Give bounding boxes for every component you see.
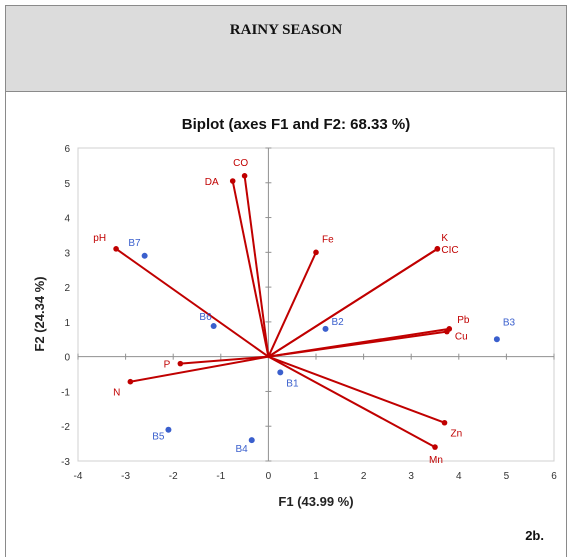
observation-point-b5	[165, 426, 172, 433]
variable-label-pb: Pb	[457, 315, 470, 326]
x-tick-label: 1	[313, 471, 319, 482]
variable-vector-end-zn	[441, 419, 448, 426]
observation-points: B1 B2 B3 B4 B5 B6 B7	[128, 238, 515, 455]
variable-vector-cu	[268, 330, 448, 358]
figure-panel: RAINY SEASON Biplot (axes F1 and F2: 68.…	[5, 5, 567, 557]
variable-label-fe: Fe	[322, 234, 334, 245]
observation-label-b4: B4	[236, 444, 249, 455]
x-tick-label: 3	[408, 471, 414, 482]
variable-label-k: K	[441, 233, 448, 244]
y-tick-label: 6	[64, 144, 70, 155]
observation-point-b2	[322, 325, 329, 332]
y-axis-label: F2 (24.34 %)	[32, 276, 47, 351]
x-tick-label: 4	[456, 471, 462, 482]
x-tick-label: 0	[266, 471, 272, 482]
observation-label-b5: B5	[152, 432, 165, 443]
figure-tag: 2b.	[525, 528, 544, 543]
panel-header: RAINY SEASON	[6, 6, 566, 92]
observation-label-b7: B7	[128, 238, 141, 249]
biplot-chart: Biplot (axes F1 and F2: 68.33 %) -4 -3 -2-…	[32, 116, 557, 509]
variable-vector-co	[243, 175, 270, 357]
y-tick-label: 0	[64, 353, 70, 364]
y-tick-label: 3	[64, 248, 70, 259]
observation-point-b1	[277, 369, 284, 376]
variable-vector-end-p	[177, 360, 184, 367]
variable-vector-p	[180, 355, 269, 365]
variable-vector-zn	[268, 355, 445, 424]
y-tick-label: -1	[61, 387, 70, 398]
x-tick-label: 2	[361, 471, 367, 482]
x-tick-label: -3	[121, 471, 130, 482]
variable-vector-end-n	[127, 378, 134, 385]
y-tick-label: -3	[61, 457, 70, 468]
x-tick-label: 6	[551, 471, 557, 482]
observation-point-b3	[493, 336, 500, 343]
y-tick-label: 4	[64, 214, 70, 225]
x-tick-label: -2	[169, 471, 178, 482]
variable-label-co: CO	[233, 158, 248, 169]
variable-vector-end-da	[229, 178, 236, 184]
observation-label-b6: B6	[199, 312, 212, 323]
x-tick-label: -4	[74, 471, 83, 482]
variable-label-cu: Cu	[455, 332, 468, 343]
variable-label-cic: CIC	[441, 245, 458, 256]
variable-vector-end-co	[241, 173, 248, 179]
variable-label-p: P	[164, 360, 171, 371]
variable-vector-ph	[115, 248, 269, 358]
observation-point-b6	[210, 323, 217, 330]
variable-vector-end-cic	[434, 246, 441, 252]
variable-label-ph: pH	[93, 233, 106, 244]
variable-label-zn: Zn	[451, 429, 463, 440]
variable-vector-n	[130, 355, 269, 383]
variable-vector-end-mn	[432, 444, 438, 450]
x-axis-label: F1 (43.99 %)	[278, 494, 353, 509]
axes-layer	[77, 147, 555, 462]
tick-labels: -4 -3 -2 -1 0 1 2 3 4 5 6 -3 -2 -1 0 1 2 3 4 5 6	[61, 144, 557, 482]
variable-label-da: DA	[205, 177, 219, 188]
variable-vector-end-cu	[444, 328, 450, 335]
x-tick-label: 5	[504, 471, 510, 482]
variable-vector-cic	[267, 248, 438, 358]
variable-vector-da	[231, 180, 270, 357]
observation-label-b3: B3	[503, 317, 516, 328]
variable-label-mn: Mn	[429, 455, 443, 466]
variable-label-n: N	[113, 388, 120, 399]
chart-title: Biplot (axes F1 and F2: 68.33 %)	[182, 116, 410, 133]
plot-frame	[77, 147, 555, 462]
y-tick-label: 1	[64, 318, 70, 329]
y-tick-label: -2	[61, 422, 70, 433]
observation-point-b4	[248, 437, 255, 444]
variable-vector-end-ph	[113, 246, 119, 252]
variable-vector-fe	[267, 251, 317, 358]
observation-label-b2: B2	[332, 317, 345, 328]
x-tick-label: -1	[216, 471, 225, 482]
panel-header-title: RAINY SEASON	[229, 22, 343, 38]
variable-vector-mn	[267, 355, 436, 448]
observation-label-b1: B1	[286, 378, 299, 389]
y-tick-label: 5	[64, 179, 70, 190]
variable-vector-end-fe	[313, 249, 319, 256]
observation-point-b7	[141, 252, 148, 259]
y-tick-label: 2	[64, 283, 70, 294]
